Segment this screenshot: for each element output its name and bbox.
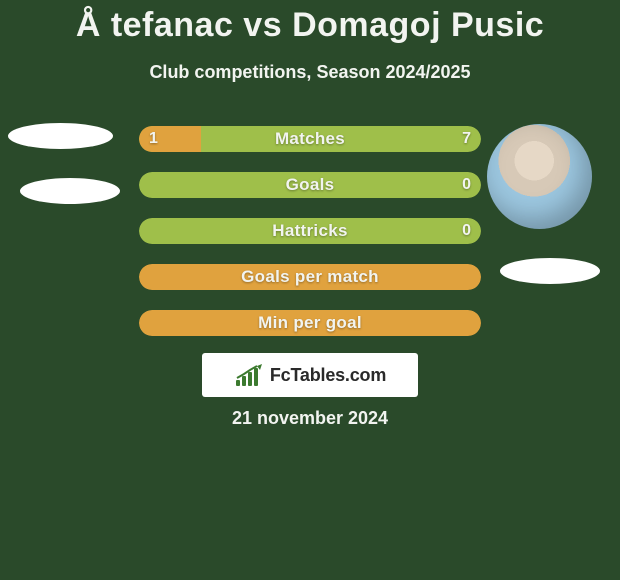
player-left-avatar-placeholder-1 (8, 123, 113, 149)
page-title: Å tefanac vs Domagoj Pusic (0, 6, 620, 45)
stat-bar: Matches1 7 (139, 126, 481, 152)
stat-bar-right-value: 7 (462, 126, 471, 152)
stat-bar-label: Hattricks (139, 218, 481, 244)
fctables-logo-icon (234, 362, 264, 388)
fctables-logo-text: FcTables.com (270, 365, 386, 386)
stat-bar-left-value: 1 (149, 126, 158, 152)
player-right-avatar-placeholder (500, 258, 600, 284)
player-left-avatar-placeholder-2 (20, 178, 120, 204)
stat-bar-label: Goals (139, 172, 481, 198)
stat-bar: Min per goal (139, 310, 481, 336)
stat-bar: Goals per match (139, 264, 481, 290)
stat-bar: Hattricks0 (139, 218, 481, 244)
stat-bar-right-value: 0 (462, 218, 471, 244)
snapshot-date: 21 november 2024 (0, 408, 620, 429)
player-right-avatar (487, 124, 592, 229)
stat-bars-container: Matches17Goals0Hattricks0Goals per match… (139, 126, 481, 356)
page-subtitle: Club competitions, Season 2024/2025 (0, 62, 620, 83)
stat-bar-right-value: 0 (462, 172, 471, 198)
stat-bar-label: Goals per match (139, 264, 481, 290)
stat-bar-label: Matches (139, 126, 481, 152)
fctables-logo: FcTables.com (202, 353, 418, 397)
stat-bar: Goals0 (139, 172, 481, 198)
stat-bar-label: Min per goal (139, 310, 481, 336)
